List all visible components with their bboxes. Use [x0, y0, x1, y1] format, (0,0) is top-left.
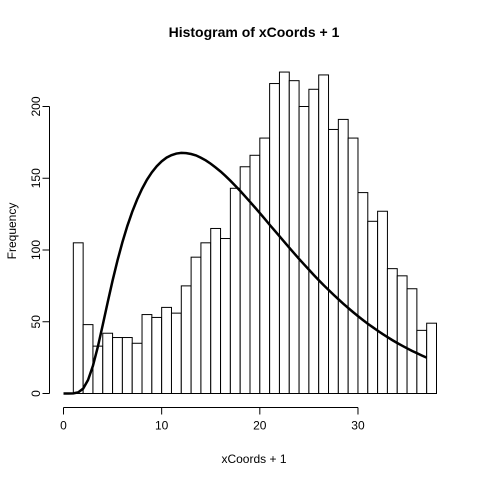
histogram-bar [377, 210, 388, 394]
histogram-bar [337, 118, 349, 394]
y-tick-label: 200 [29, 96, 43, 116]
x-tick-label: 30 [351, 419, 365, 433]
x-axis: 0 10 20 30 [60, 407, 365, 433]
histogram-bar [200, 242, 212, 394]
histogram-bar [249, 154, 261, 394]
histogram-bar [269, 83, 280, 394]
histogram-bar [161, 306, 172, 394]
histogram-bar [386, 268, 398, 394]
histogram-bar [102, 332, 114, 395]
histogram-bar [308, 88, 320, 394]
histogram-bar [170, 312, 182, 395]
histogram-bar [92, 345, 104, 395]
histogram-bar [347, 137, 359, 394]
histogram-bar [259, 137, 271, 394]
histogram-bar [229, 187, 241, 394]
x-tick-label: 20 [253, 419, 267, 433]
histogram-bar [396, 275, 408, 394]
chart-title: Histogram of xCoords + 1 [169, 24, 340, 40]
histogram-bar [131, 342, 143, 394]
histogram-bar [367, 220, 379, 394]
histogram-bar [278, 71, 290, 394]
histogram-bar [141, 314, 153, 395]
histogram-bar [82, 324, 94, 394]
histogram-bar [112, 337, 123, 394]
y-axis: 0 50 100 150 200 [29, 96, 50, 397]
histogram-bars [72, 71, 437, 395]
x-tick-label: 10 [155, 419, 169, 433]
y-tick-label: 150 [29, 168, 43, 188]
y-tick-label: 50 [29, 315, 43, 329]
histogram-bar [406, 288, 418, 394]
histogram-bar [180, 285, 192, 395]
histogram-bar [121, 337, 133, 394]
histogram-bar [151, 316, 163, 394]
histogram-bar [357, 192, 369, 394]
histogram-bar [190, 256, 202, 395]
density-curve [63, 151, 428, 395]
x-tick-label: 0 [60, 419, 67, 433]
y-axis-label: Frequency [5, 203, 19, 260]
histogram-bar [210, 227, 222, 394]
histogram-bar [318, 74, 330, 395]
histogram-bar [220, 238, 231, 394]
histogram-bar [416, 329, 428, 394]
histogram-bar [328, 128, 339, 395]
histogram-bar [288, 80, 300, 394]
x-axis-label: xCoords + 1 [221, 452, 286, 466]
histogram-bar [72, 242, 84, 394]
histogram-bar [426, 322, 437, 394]
histogram-bar [298, 106, 310, 394]
y-tick-label: 0 [29, 390, 43, 397]
y-tick-label: 100 [29, 240, 43, 260]
